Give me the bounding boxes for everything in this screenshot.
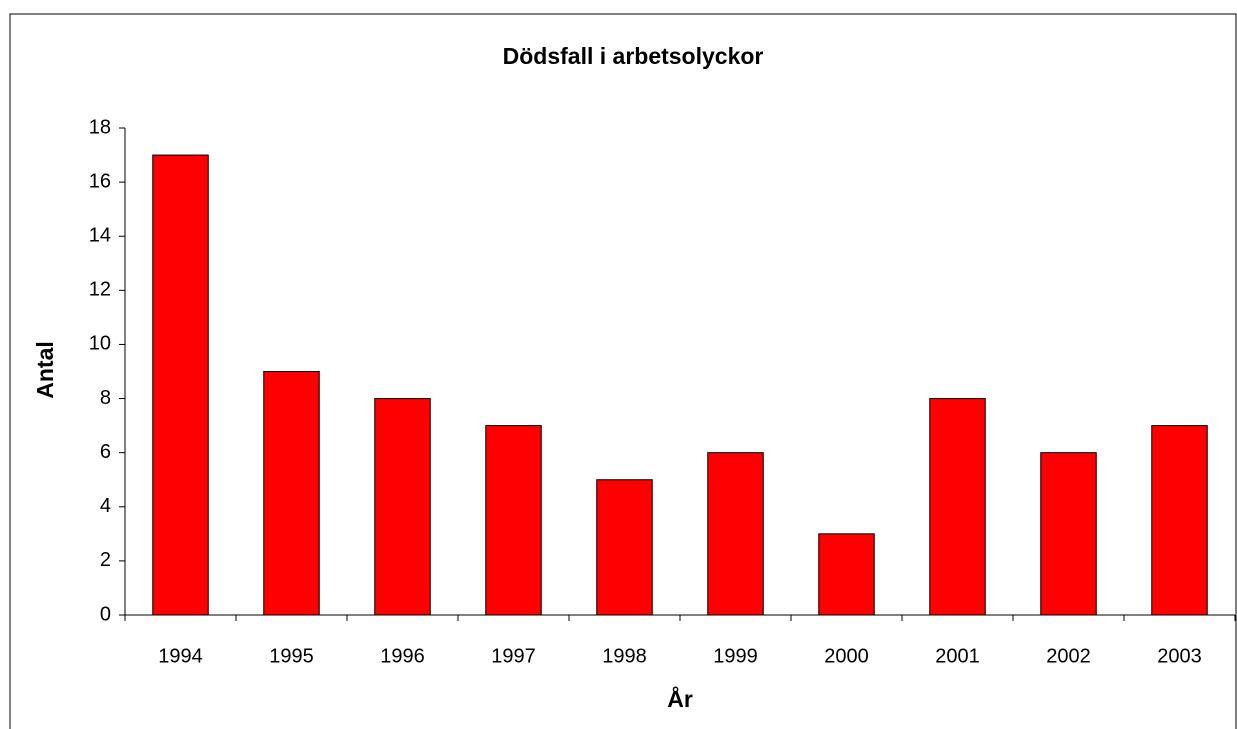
bar	[929, 398, 986, 616]
x-tick-label: 1998	[602, 645, 647, 667]
y-tick-label: 8	[100, 387, 111, 409]
bar	[818, 533, 875, 616]
x-axis-label: År	[667, 685, 693, 712]
y-tick-label: 16	[89, 170, 111, 192]
y-tick-label: 2	[100, 549, 111, 571]
bar	[707, 452, 764, 616]
bar	[485, 425, 542, 616]
chart-frame	[9, 13, 1237, 729]
x-tick-label: 1999	[713, 645, 758, 667]
bar	[152, 154, 209, 616]
y-tick-label: 12	[89, 279, 111, 301]
x-tick-label: 1996	[380, 645, 425, 667]
bar	[596, 479, 653, 616]
x-tick-label: 1997	[491, 645, 536, 667]
y-tick-label: 6	[100, 441, 111, 463]
x-tick-label: 2001	[935, 645, 980, 667]
x-tick-label: 2003	[1157, 645, 1202, 667]
x-tick-label: 1995	[269, 645, 314, 667]
x-tick-label: 2000	[824, 645, 869, 667]
y-tick-label: 0	[100, 603, 111, 625]
y-tick-label: 14	[89, 225, 111, 247]
y-tick-label: 10	[89, 333, 111, 355]
bar	[374, 398, 431, 616]
bar	[1151, 425, 1208, 616]
bar	[263, 371, 320, 616]
bar	[1040, 452, 1097, 616]
y-tick-label: 18	[89, 116, 111, 138]
y-axis-label: Antal	[32, 341, 58, 399]
x-tick-label: 2002	[1046, 645, 1091, 667]
x-tick-label: 1994	[158, 645, 203, 667]
y-tick-label: 4	[100, 495, 111, 517]
chart-title: Dödsfall i arbetsolyckor	[503, 43, 764, 69]
